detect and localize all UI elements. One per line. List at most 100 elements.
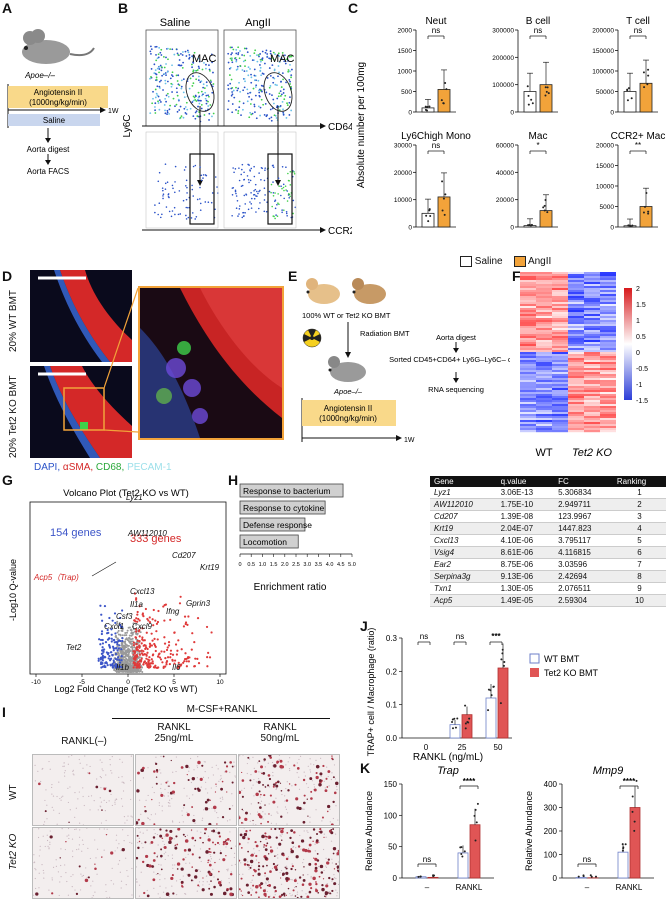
flow-event	[244, 80, 246, 83]
flow-event	[166, 80, 169, 83]
heatmap-cell	[600, 368, 616, 371]
volcano-point	[138, 635, 141, 638]
flow-event	[157, 102, 160, 104]
gene-table-cell: 3.03596	[554, 558, 613, 571]
flow-event	[180, 87, 183, 90]
heatmap-cell	[536, 278, 552, 281]
angii-label: Angiotensin II	[34, 88, 82, 97]
c-dot	[626, 99, 629, 102]
flow-event	[195, 110, 198, 113]
heatmap-cell	[520, 420, 536, 423]
flow-event	[274, 200, 276, 203]
flow-event	[240, 185, 243, 187]
volcano-point	[152, 624, 155, 627]
heatmap-cell	[584, 276, 600, 279]
i-row-ko: Tet2 KO	[8, 833, 19, 870]
flow-event	[271, 64, 274, 67]
flow-event	[189, 107, 192, 110]
flow-event	[231, 93, 234, 96]
flow-event	[247, 92, 249, 95]
c-tick-label: 0	[510, 225, 514, 232]
flow-event	[209, 104, 212, 106]
heatmap-cell	[552, 342, 568, 345]
heatmap-cell	[568, 416, 584, 419]
k-dot	[633, 820, 636, 823]
flow-event	[157, 95, 160, 98]
flow-event	[249, 170, 252, 172]
flow-event	[199, 81, 202, 84]
flow-event	[197, 57, 200, 60]
heatmap-cell	[584, 370, 600, 373]
heatmap-cell	[568, 290, 584, 293]
flow-event	[288, 180, 290, 182]
flow-event	[166, 71, 169, 73]
volcano-point	[163, 604, 166, 607]
j-dot	[502, 664, 505, 667]
flow-event	[182, 91, 185, 94]
volcano-point	[148, 663, 151, 666]
heatmap-cell	[600, 430, 616, 433]
flow-event	[192, 70, 195, 73]
flow-event	[238, 208, 241, 210]
flow-event	[155, 59, 158, 62]
volcano-point	[155, 622, 159, 625]
c-tick-label: 0	[408, 225, 412, 232]
c-dot	[647, 68, 650, 71]
heatmap-cell	[584, 426, 600, 429]
heatmap-cell	[552, 370, 568, 373]
gene-table-cell: 5.306834	[554, 487, 613, 499]
flow-event	[207, 100, 209, 103]
flow-event	[151, 102, 154, 105]
volcano-point	[144, 644, 147, 647]
heatmap-cell	[584, 356, 600, 359]
volcano-point	[154, 649, 157, 653]
flow-event	[211, 91, 214, 94]
gene-table-cell: 2	[612, 498, 666, 511]
flow-event	[180, 79, 183, 82]
flow-event	[255, 84, 258, 87]
flow-event	[202, 83, 205, 86]
c-tick-label: 2000	[398, 28, 413, 35]
flow-event	[154, 96, 157, 99]
flow-event	[277, 95, 280, 98]
volcano-point	[182, 625, 186, 628]
c-tick-label: 50000	[596, 89, 614, 96]
heatmap-cell	[584, 282, 600, 285]
flow-event	[259, 53, 261, 55]
volcano-gene-label: Krt19	[200, 563, 220, 572]
flow-event	[243, 171, 245, 174]
c-dot	[546, 86, 549, 89]
flow-event	[162, 193, 165, 195]
heatmap-cell	[584, 390, 600, 393]
heatmap-cell	[536, 384, 552, 387]
heatmap-cell	[600, 420, 616, 423]
heatmap-cell	[568, 316, 584, 319]
c-dot	[429, 215, 432, 218]
flow-event	[284, 54, 286, 57]
flow-event	[230, 94, 233, 97]
volcano-point	[165, 663, 168, 666]
volcano-point	[158, 652, 161, 655]
flow-event	[185, 198, 188, 201]
flow-event	[282, 113, 285, 116]
volcano-point	[101, 619, 104, 622]
j-ytick: 0.1	[386, 701, 398, 710]
flow-event	[278, 71, 280, 74]
flow-event	[154, 109, 156, 112]
c-legend-angii: AngII	[527, 256, 552, 268]
volcano-point	[132, 657, 135, 660]
heatmap-cell	[552, 398, 568, 401]
flow-event	[273, 102, 275, 105]
flow-event	[272, 215, 275, 217]
flow-event	[168, 210, 171, 213]
flow-event	[241, 216, 244, 219]
heatmap-cell	[584, 430, 600, 433]
flow-event	[191, 84, 194, 87]
j-xtick: 50	[494, 743, 503, 752]
gene-table-cell: 8.61E-06	[496, 546, 555, 559]
flow-event	[248, 95, 250, 98]
c-sig: *	[536, 141, 539, 150]
gene-table-cell: 10	[612, 594, 666, 607]
heatmap-cell	[600, 376, 616, 379]
volcano-point	[121, 646, 124, 649]
